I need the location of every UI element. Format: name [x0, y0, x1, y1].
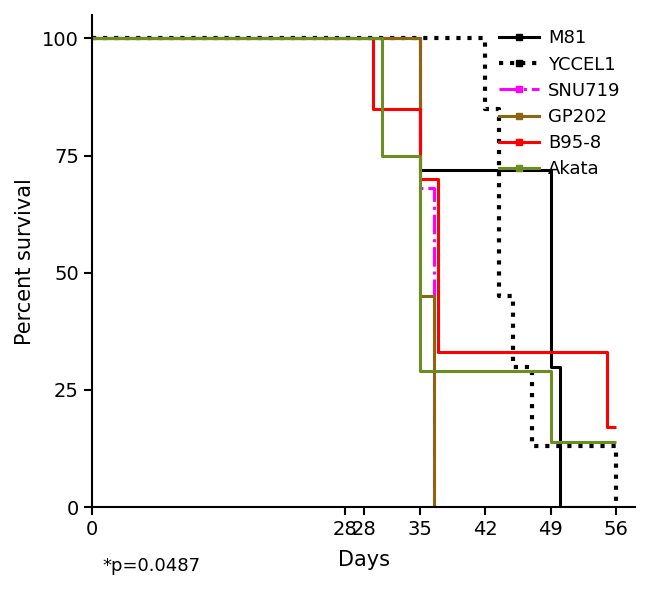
Text: *p=0.0487: *p=0.0487 [103, 557, 201, 575]
Y-axis label: Percent survival: Percent survival [15, 178, 35, 344]
YCCEL1 [495, 292, 503, 300]
Line: GP202: GP202 [92, 38, 434, 507]
YCCEL1 [612, 443, 620, 450]
YCCEL1 [551, 443, 559, 450]
GP202 [416, 292, 424, 300]
Akata [416, 368, 424, 375]
Line: SNU719: SNU719 [92, 38, 434, 507]
SNU719 [430, 185, 437, 192]
B95-8 [416, 105, 424, 112]
B95-8 [369, 35, 377, 42]
Akata [547, 368, 554, 375]
B95-8 [603, 424, 611, 431]
Akata [547, 438, 554, 445]
YCCEL1 [528, 363, 536, 370]
SNU719 [416, 185, 424, 192]
SNU719 [430, 504, 437, 511]
B95-8 [369, 105, 377, 112]
Line: M81: M81 [92, 38, 616, 507]
B95-8 [434, 349, 442, 356]
Line: B95-8: B95-8 [92, 38, 616, 428]
M81 [556, 363, 564, 370]
GP202 [430, 504, 437, 511]
M81 [88, 35, 96, 42]
M81 [612, 504, 620, 511]
YCCEL1 [551, 443, 559, 450]
B95-8 [88, 35, 96, 42]
M81 [481, 166, 489, 173]
Line: YCCEL1: YCCEL1 [92, 38, 616, 507]
M81 [416, 35, 424, 42]
YCCEL1 [481, 105, 489, 112]
Akata [88, 35, 96, 42]
YCCEL1 [528, 443, 536, 450]
GP202 [416, 35, 424, 42]
Akata [416, 152, 424, 159]
B95-8 [612, 424, 620, 431]
B95-8 [416, 175, 424, 182]
X-axis label: Days: Days [337, 551, 389, 570]
YCCEL1 [510, 292, 517, 300]
Legend: M81, YCCEL1, SNU719, GP202, B95-8, Akata: M81, YCCEL1, SNU719, GP202, B95-8, Akata [494, 24, 626, 184]
YCCEL1 [593, 443, 601, 450]
M81 [547, 363, 554, 370]
YCCEL1 [495, 105, 503, 112]
M81 [481, 166, 489, 173]
YCCEL1 [612, 504, 620, 511]
GP202 [88, 35, 96, 42]
B95-8 [603, 349, 611, 356]
M81 [416, 166, 424, 173]
SNU719 [88, 35, 96, 42]
YCCEL1 [593, 443, 601, 450]
YCCEL1 [510, 363, 517, 370]
Line: Akata: Akata [92, 38, 616, 441]
B95-8 [434, 175, 442, 182]
Akata [612, 438, 620, 445]
SNU719 [416, 35, 424, 42]
GP202 [430, 292, 437, 300]
Akata [378, 152, 386, 159]
YCCEL1 [481, 35, 489, 42]
M81 [556, 504, 564, 511]
YCCEL1 [88, 35, 96, 42]
Akata [378, 35, 386, 42]
M81 [547, 166, 554, 173]
